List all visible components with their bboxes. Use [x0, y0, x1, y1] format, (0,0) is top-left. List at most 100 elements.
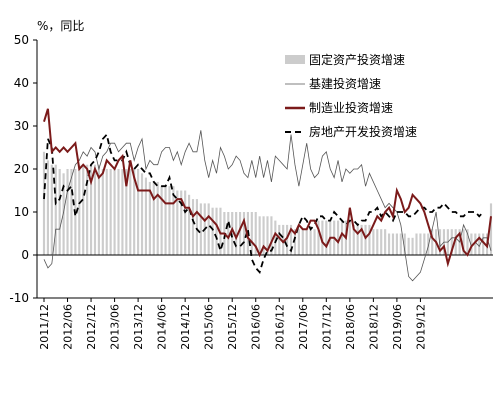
fixed-asset-bar [407, 237, 410, 255]
x-tick-label: 2012/12 [85, 304, 98, 350]
x-tick-label: 2019/06 [391, 304, 404, 350]
fixed-asset-bar [70, 169, 73, 255]
fixed-asset-bar [258, 216, 261, 255]
fixed-asset-bar [93, 164, 97, 255]
fixed-asset-bar [415, 233, 418, 255]
x-tick-label: 2015/06 [203, 304, 216, 350]
fixed-asset-bar [82, 164, 85, 255]
fixed-asset-bar [152, 181, 155, 255]
fixed-asset-bar [352, 224, 355, 255]
fixed-asset-bar [309, 229, 312, 255]
fixed-asset-bar [176, 190, 179, 255]
fixed-asset-bar [46, 160, 49, 255]
fixed-asset-bar [62, 173, 65, 255]
fixed-asset-bar [262, 216, 265, 255]
fixed-asset-bar [211, 207, 214, 255]
fixed-asset-bar [427, 233, 430, 255]
fixed-asset-bar [121, 169, 124, 255]
fixed-asset-bar [372, 229, 375, 255]
fixed-asset-bar [199, 203, 202, 255]
fixed-asset-bar [313, 229, 316, 255]
fixed-asset-bar [411, 237, 414, 255]
fixed-asset-bar [156, 181, 159, 255]
fixed-asset-bar [348, 220, 351, 255]
fixed-asset-bar [340, 220, 344, 255]
fixed-asset-bar [105, 169, 108, 255]
fixed-asset-bar [450, 229, 453, 255]
fixed-asset-bar [113, 169, 116, 255]
fixed-asset-bar [289, 224, 293, 255]
x-tick-label: 2011/12 [38, 304, 51, 350]
manufacturing-line [43, 108, 492, 268]
fixed-asset-bar [454, 229, 457, 255]
fixed-asset-bar [227, 212, 230, 255]
fixed-asset-bar [317, 220, 320, 255]
x-tick-label: 2015/12 [226, 304, 239, 350]
x-tick-label: 2014/06 [156, 304, 169, 350]
fixed-asset-bar [89, 164, 93, 255]
fixed-asset-bar [266, 216, 269, 255]
infrastructure-line [43, 130, 492, 282]
legend-swatch-fixed-asset [285, 55, 305, 64]
fixed-asset-bar [191, 199, 195, 255]
fixed-asset-bar [474, 233, 477, 255]
fixed-asset-bar [270, 216, 273, 255]
fixed-asset-bar [86, 164, 89, 255]
fixed-asset-bar [395, 233, 398, 255]
fixed-asset-bar [286, 224, 289, 255]
x-tick-label: 2016/12 [273, 304, 286, 350]
fixed-asset-bar [301, 229, 304, 255]
fixed-asset-bar [109, 169, 112, 255]
fixed-asset-bar [462, 229, 465, 255]
fixed-asset-bars [42, 151, 493, 255]
fixed-asset-bar [423, 233, 426, 255]
fixed-asset-bar [470, 233, 473, 255]
x-tick-label: 2017/06 [297, 304, 310, 350]
fixed-asset-bar [356, 224, 359, 255]
fixed-asset-bar [419, 233, 422, 255]
x-tick-label: 2012/06 [62, 304, 75, 350]
fixed-asset-bar [438, 229, 442, 255]
fixed-asset-bar [172, 186, 175, 255]
x-tick-label: 2013/06 [109, 304, 122, 350]
y-unit-label: %，同比 [37, 19, 84, 33]
fixed-asset-bar [144, 177, 148, 255]
fixed-asset-bar [188, 194, 191, 255]
fixed-asset-bar [360, 224, 363, 255]
fixed-asset-bar [207, 203, 210, 255]
real-estate-line [43, 132, 484, 274]
y-tick-label: 20 [14, 162, 29, 176]
y-tick-label: 0 [21, 248, 29, 262]
fixed-asset-bar [466, 229, 469, 255]
y-tick-label: -10 [9, 291, 29, 305]
fixed-asset-bar [148, 181, 151, 255]
fixed-asset-bar [160, 186, 163, 255]
fixed-asset-bar [274, 220, 277, 255]
y-tick-label: 30 [14, 119, 29, 133]
y-tick-label: 40 [14, 76, 29, 90]
x-tick-label: 2013/12 [132, 304, 145, 350]
fixed-asset-bar [293, 229, 297, 255]
fixed-asset-bar [403, 233, 406, 255]
legend-label: 固定资产投资增速 [309, 52, 405, 67]
fixed-asset-bar [129, 169, 132, 255]
fixed-asset-bar [133, 169, 136, 255]
fixed-asset-bar [376, 229, 379, 255]
fixed-asset-bar [250, 212, 253, 255]
fixed-asset-bar [305, 229, 308, 255]
fixed-asset-bar [431, 229, 434, 255]
x-tick-label: 2018/12 [367, 304, 380, 350]
fixed-asset-bar [380, 229, 383, 255]
legend-label: 基建投资增速 [309, 76, 381, 91]
legend-label: 制造业投资增速 [309, 100, 393, 115]
fixed-asset-bar [391, 233, 395, 255]
fixed-asset-bar [125, 169, 128, 255]
fixed-asset-bar [215, 207, 218, 255]
y-tick-label: 50 [14, 33, 29, 47]
fixed-asset-bar [337, 220, 340, 255]
fixed-asset-bar [478, 233, 481, 255]
fixed-asset-bar [368, 224, 371, 255]
fixed-asset-bar [42, 151, 46, 255]
